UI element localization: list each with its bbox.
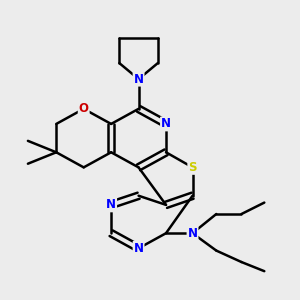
- Text: N: N: [134, 73, 144, 85]
- Text: N: N: [106, 198, 116, 212]
- Text: N: N: [134, 242, 144, 255]
- Text: O: O: [79, 102, 89, 115]
- Text: N: N: [161, 117, 171, 130]
- Text: S: S: [188, 161, 197, 174]
- Text: N: N: [188, 227, 197, 240]
